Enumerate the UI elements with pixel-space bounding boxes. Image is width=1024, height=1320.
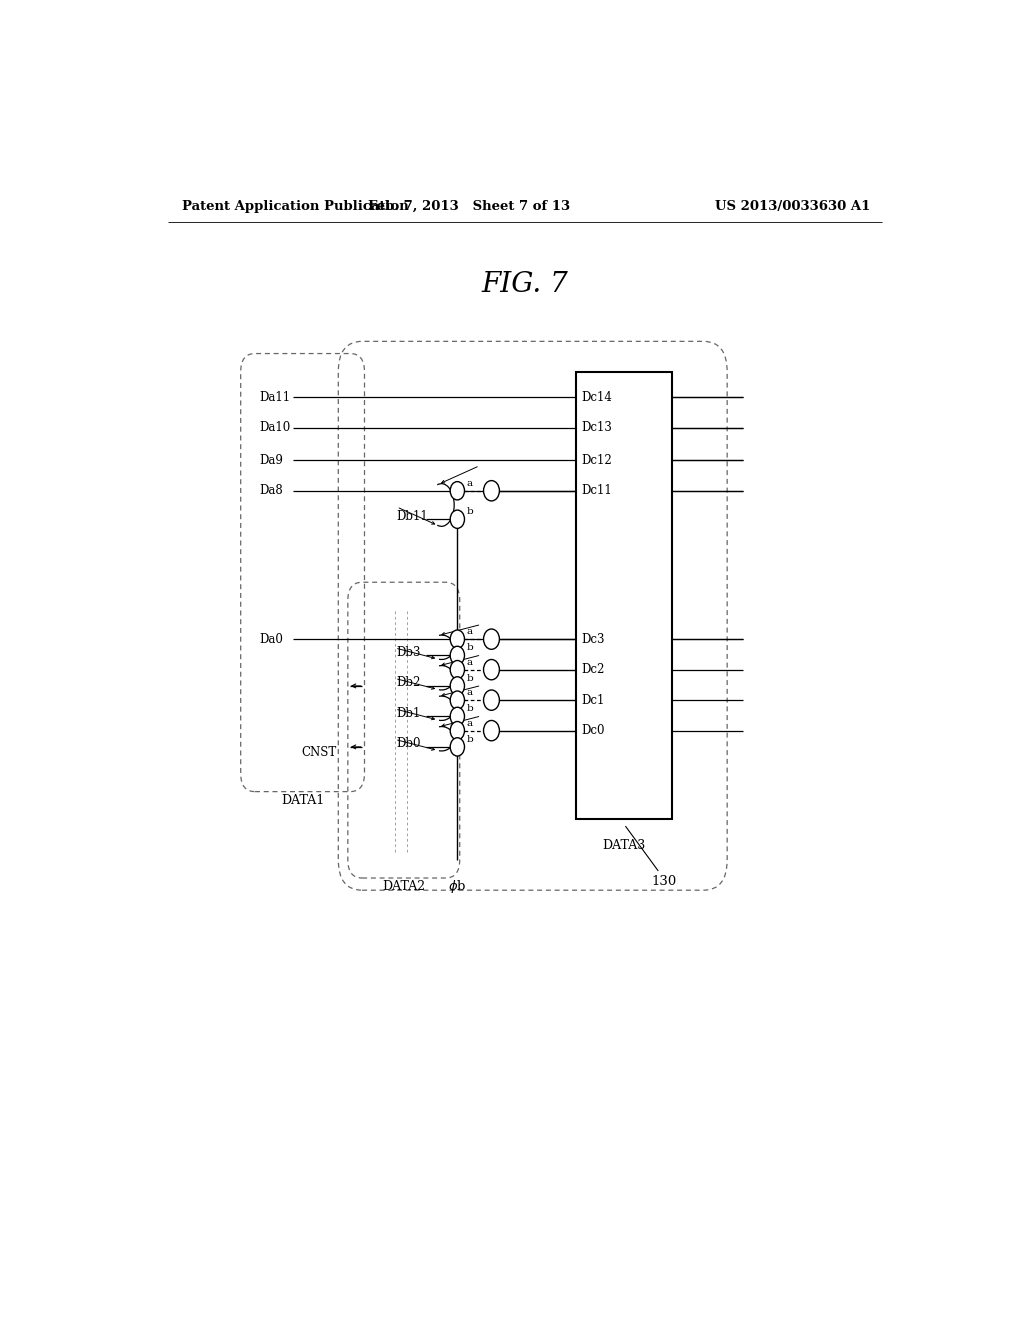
Text: US 2013/0033630 A1: US 2013/0033630 A1 <box>715 199 870 213</box>
Text: Dc0: Dc0 <box>582 725 604 737</box>
Circle shape <box>483 630 500 649</box>
Circle shape <box>451 677 465 696</box>
Text: a: a <box>467 627 473 636</box>
Text: Da8: Da8 <box>260 484 284 498</box>
Circle shape <box>483 660 500 680</box>
Circle shape <box>451 630 465 648</box>
Text: a: a <box>467 688 473 697</box>
Text: b: b <box>467 643 474 652</box>
Text: Db11: Db11 <box>396 510 428 523</box>
Text: a: a <box>467 718 473 727</box>
Circle shape <box>451 690 465 709</box>
Circle shape <box>451 708 465 726</box>
Text: b: b <box>467 705 474 713</box>
Circle shape <box>451 482 465 500</box>
Text: DATA1: DATA1 <box>281 793 325 807</box>
Circle shape <box>483 721 500 741</box>
Text: DATA3: DATA3 <box>602 840 645 853</box>
Circle shape <box>483 480 500 500</box>
Text: $\phi$b: $\phi$b <box>449 878 467 895</box>
Circle shape <box>451 660 465 678</box>
Text: a: a <box>467 657 473 667</box>
Text: Da0: Da0 <box>260 632 284 645</box>
Bar <box>577 372 672 818</box>
Text: Dc1: Dc1 <box>582 693 604 706</box>
Text: Db3: Db3 <box>396 645 421 659</box>
Text: b: b <box>467 675 474 682</box>
Text: Da11: Da11 <box>260 391 291 404</box>
Text: a: a <box>467 479 473 487</box>
Text: Dc11: Dc11 <box>582 484 612 498</box>
Text: Dc2: Dc2 <box>582 663 604 676</box>
Text: b: b <box>467 735 474 744</box>
Text: Feb. 7, 2013   Sheet 7 of 13: Feb. 7, 2013 Sheet 7 of 13 <box>369 199 570 213</box>
Circle shape <box>451 647 465 664</box>
Text: Patent Application Publication: Patent Application Publication <box>182 199 409 213</box>
Text: Da9: Da9 <box>260 454 284 467</box>
Text: Da10: Da10 <box>260 421 291 434</box>
Text: b: b <box>467 507 474 516</box>
Text: DATA2: DATA2 <box>382 880 425 894</box>
Text: Dc12: Dc12 <box>582 454 612 467</box>
Text: 130: 130 <box>652 875 677 888</box>
Text: Db2: Db2 <box>396 676 421 689</box>
Circle shape <box>451 738 465 756</box>
Circle shape <box>451 722 465 739</box>
Text: Db0: Db0 <box>396 738 421 750</box>
Text: Dc3: Dc3 <box>582 632 604 645</box>
Circle shape <box>483 690 500 710</box>
Text: Dc14: Dc14 <box>582 391 612 404</box>
Text: FIG. 7: FIG. 7 <box>481 271 568 298</box>
Text: CNST: CNST <box>301 747 336 759</box>
Text: Db1: Db1 <box>396 706 421 719</box>
Text: Dc13: Dc13 <box>582 421 612 434</box>
Circle shape <box>451 510 465 528</box>
